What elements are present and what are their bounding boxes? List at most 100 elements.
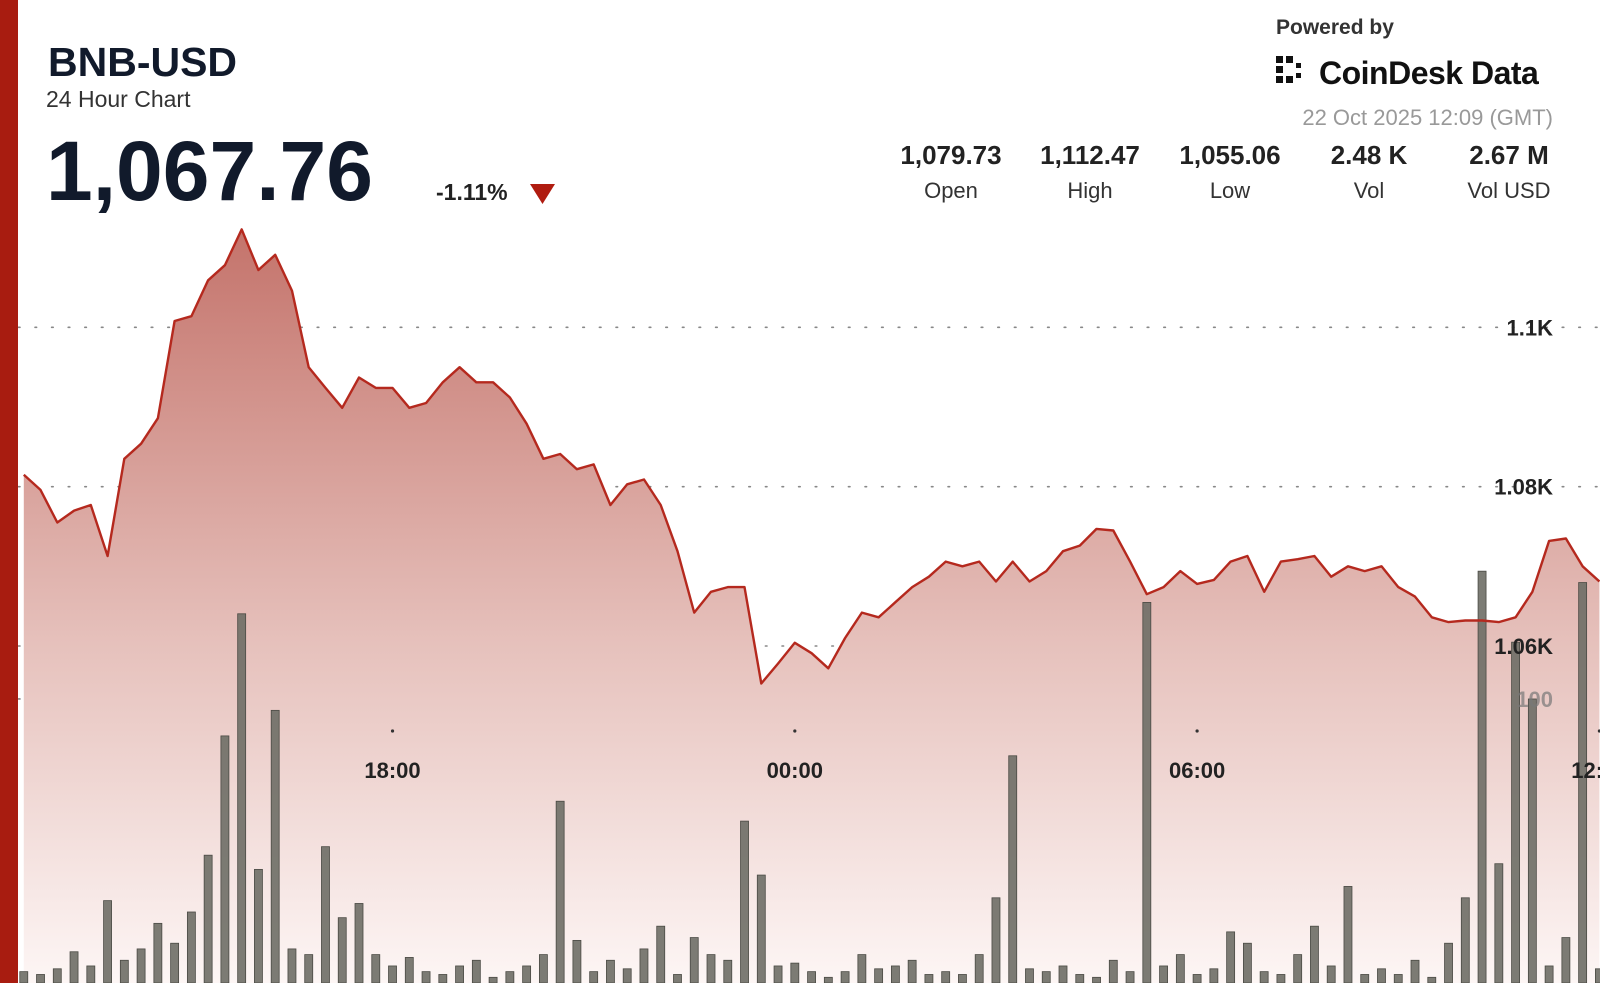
area-fill — [23, 229, 1600, 983]
volume-bar — [388, 965, 397, 983]
volume-bar — [1393, 974, 1403, 983]
volume-bar — [1377, 968, 1386, 983]
volume-bar — [1360, 974, 1370, 983]
volume-bar — [1544, 965, 1554, 983]
volume-bar — [438, 974, 448, 983]
volume-bar — [1259, 971, 1269, 983]
stat-label: High — [1067, 178, 1112, 203]
volume-bar — [673, 974, 682, 983]
volume-bar — [1310, 925, 1319, 983]
stat-value: 1,112.47 — [1040, 140, 1140, 170]
volume-bar — [1444, 942, 1453, 983]
stat-value: 2.48 K — [1331, 140, 1408, 170]
volume-bar — [589, 971, 599, 983]
volume-bar — [103, 900, 112, 983]
stats: 1,079.73 Open 1,112.47 High 1,055.06 Low 2.48 … — [900, 140, 1550, 203]
volume-bar — [1276, 974, 1286, 983]
price-line — [22, 228, 1600, 685]
volume-bar — [86, 965, 96, 983]
volume-bar — [1477, 570, 1487, 983]
volume-bar — [823, 976, 833, 983]
stat-label: Low — [1210, 178, 1250, 203]
volume-bar — [1092, 976, 1101, 983]
volume-bar — [1125, 971, 1135, 983]
x-tick-mark — [390, 729, 395, 733]
volume-bar — [790, 962, 800, 983]
volume-bar — [773, 965, 783, 983]
volume-bar — [1460, 897, 1470, 983]
volume-bar — [1159, 965, 1168, 983]
volume-bar — [1209, 968, 1219, 983]
volume-bar — [287, 948, 297, 983]
volume-bar — [1561, 937, 1571, 983]
volume-bar — [354, 903, 364, 983]
volume-bar — [1108, 959, 1118, 983]
price: 1,067.76 — [46, 124, 373, 218]
powered-by: Powered by — [1276, 16, 1394, 39]
volume-bar — [170, 942, 180, 983]
volume-bar — [321, 846, 330, 983]
volume-bar — [337, 917, 347, 983]
brand: CoinDesk Data — [1319, 55, 1539, 91]
volume-bar — [1175, 954, 1185, 983]
volume-bar — [220, 735, 230, 983]
volume-bar — [119, 959, 129, 983]
volume-bar — [538, 954, 548, 983]
x-tick-label: 00:00 — [767, 758, 823, 783]
volume-bar — [656, 925, 666, 983]
stat-value: 1,079.73 — [900, 140, 1001, 170]
volume-bar — [421, 971, 431, 983]
volume-bar — [19, 971, 29, 983]
volume-bar — [1293, 954, 1303, 983]
chart-title: BNB-USD — [48, 39, 237, 85]
volume-bar — [857, 954, 867, 983]
stat-value: 2.67 M — [1469, 140, 1549, 170]
volume-bar — [555, 800, 565, 983]
volume-bar — [36, 974, 45, 983]
stat-value: 1,055.06 — [1179, 140, 1280, 170]
volume-bar — [723, 959, 733, 983]
volume-bar — [1242, 942, 1252, 983]
x-tick-label: 18:00 — [364, 758, 420, 783]
y2-tick-label: 100 — [1516, 687, 1553, 712]
plot: 18:00 00:00 06:00 12:00 1.06K 1.08K 1.1K 100 — [17, 228, 1600, 983]
volume-bar — [186, 911, 196, 983]
volume-bar — [1326, 965, 1336, 983]
volume-bar — [1595, 968, 1600, 983]
volume-bar — [840, 971, 850, 983]
volume-bar — [69, 951, 79, 983]
down-arrow — [530, 184, 555, 204]
volume-bar — [1142, 602, 1152, 983]
volume-bar — [237, 613, 247, 983]
stat-label: Open — [924, 178, 978, 203]
timestamp: 22 Oct 2025 12:09 (GMT) — [1302, 105, 1553, 130]
volume-bar — [1226, 931, 1236, 983]
y-tick-label: 1.08K — [1494, 475, 1553, 500]
volume-bar — [254, 868, 263, 983]
volume-bar — [270, 709, 280, 983]
change: -1.11% — [436, 179, 508, 205]
volume-bar — [991, 897, 1001, 983]
volume-bar — [622, 968, 632, 983]
subtitle: 24 Hour Chart — [46, 86, 191, 112]
volume-bar — [890, 965, 900, 983]
x-tick-mark — [1195, 729, 1199, 733]
volume-bar — [1427, 976, 1437, 983]
volume-bar — [706, 954, 716, 983]
volume-bar — [941, 971, 951, 983]
volume-bar — [371, 954, 381, 983]
accent-bar — [0, 0, 18, 983]
volume-bar — [958, 974, 967, 983]
volume-bar — [505, 971, 515, 983]
x-tick-label: 12:00 — [1571, 758, 1600, 783]
brand-logo-icon — [1276, 56, 1301, 83]
x-tick-mark — [1597, 729, 1600, 733]
volume-bar — [488, 976, 498, 983]
volume-bar — [52, 968, 62, 983]
volume-bar — [522, 965, 532, 983]
volume-bar — [974, 954, 984, 983]
y-tick-label: 1.06K — [1494, 634, 1553, 659]
volume-bar — [1041, 971, 1051, 983]
